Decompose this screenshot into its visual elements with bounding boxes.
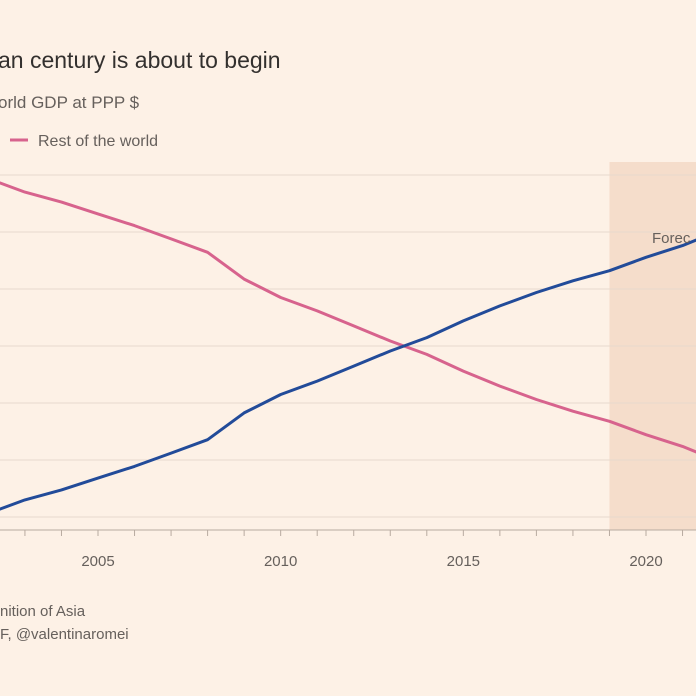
series-line-rest-of-world (0, 181, 696, 454)
source-text: F, @valentinaromei (0, 626, 129, 643)
chart-subtitle: orld GDP at PPP $ (0, 93, 140, 112)
series-lines (0, 181, 696, 511)
legend-label-rest-of-world: Rest of the world (38, 133, 158, 150)
series-line-asia (0, 238, 696, 511)
x-tick-label: 2005 (81, 553, 114, 570)
x-axis-ticks: 2005 2010 2015 2020 (24, 530, 684, 570)
x-tick-label: 2010 (264, 553, 297, 570)
x-tick-label: 2015 (447, 553, 480, 570)
chart-title: an century is about to begin (0, 47, 281, 73)
footnote: nition of Asia (0, 603, 86, 620)
forecast-label: Forec (652, 230, 691, 247)
gridlines (0, 174, 696, 518)
x-tick-label: 2020 (629, 553, 662, 570)
